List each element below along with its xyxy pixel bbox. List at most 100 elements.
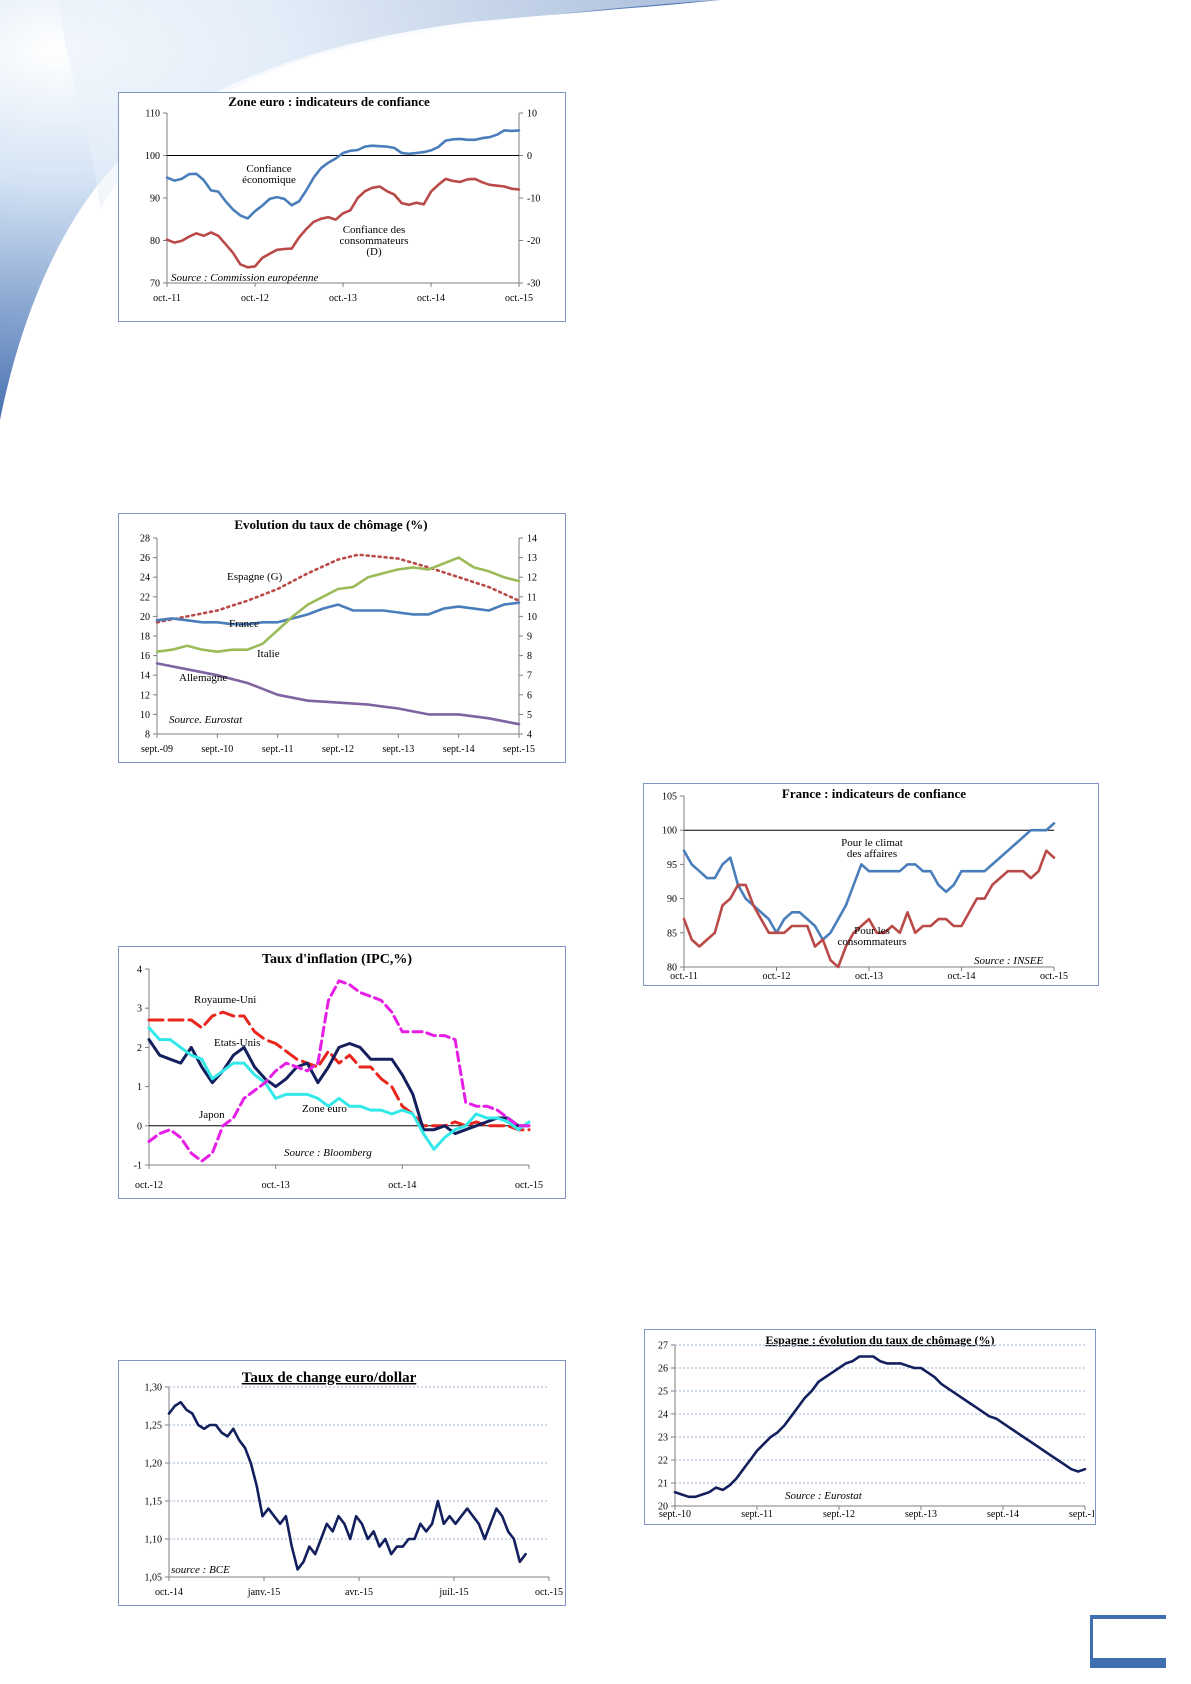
- series-line: [147, 1026, 531, 1151]
- x-tick-label: sept.-09: [141, 744, 173, 755]
- x-tick-label: oct.-15: [505, 293, 533, 304]
- x-tick-label: oct.-14: [388, 1180, 416, 1191]
- x-tick-label: sept.-11: [741, 1509, 773, 1520]
- y-tick-label-right: -20: [527, 236, 540, 247]
- y-tick-label-right: 0: [527, 151, 532, 162]
- y-tick-label-left: 1: [137, 1082, 142, 1093]
- y-tick-label-left: 100: [145, 151, 160, 162]
- x-tick-label: sept.-14: [443, 744, 475, 755]
- y-tick-label-left: 70: [150, 279, 160, 290]
- x-tick-label: sept.-15: [1069, 1509, 1094, 1520]
- series-annotation: des affaires: [847, 848, 897, 860]
- y-tick-label-left: 12: [140, 690, 150, 701]
- chart-title: Espagne : évolution du taux de chômage (…: [765, 1333, 994, 1347]
- y-tick-label-left: 1,30: [145, 1383, 163, 1394]
- y-tick-label-left: 25: [658, 1387, 668, 1398]
- y-tick-label-left: 0: [137, 1121, 142, 1132]
- x-tick-label: sept.-13: [905, 1509, 937, 1520]
- y-tick-label-left: 22: [658, 1456, 668, 1467]
- series-annotation: (D): [366, 246, 382, 258]
- y-tick-label-left: 26: [658, 1364, 668, 1375]
- y-tick-label-left: 1,10: [145, 1535, 163, 1546]
- chart-taux-change: Taux de change euro/dollar 1,05 1,10 1,15 1,…: [118, 1360, 566, 1606]
- y-tick-label-left: 22: [140, 592, 150, 603]
- series-line: [155, 556, 521, 653]
- x-tick-label: sept.-11: [262, 744, 294, 755]
- series-annotation: Espagne (G): [227, 571, 283, 583]
- x-tick-label: sept.-12: [823, 1509, 855, 1520]
- x-tick-label: oct.-13: [855, 971, 883, 982]
- chart-source: Source : INSEE: [974, 955, 1044, 967]
- x-tick-label: oct.-13: [329, 293, 357, 304]
- x-tick-label: janv.-15: [247, 1587, 280, 1598]
- chart-title: France : indicateurs de confiance: [782, 786, 966, 801]
- y-tick-label-right: 4: [527, 730, 532, 741]
- y-tick-label-right: 14: [527, 534, 537, 545]
- chart-title: Taux de change euro/dollar: [242, 1370, 417, 1386]
- y-tick-label-left: 20: [140, 612, 150, 623]
- x-tick-label: avr.-15: [345, 1587, 373, 1598]
- series-annotation: Japon: [199, 1109, 225, 1121]
- x-tick-label: sept.-14: [987, 1509, 1019, 1520]
- x-tick-label: oct.-14: [417, 293, 445, 304]
- y-tick-label-left: 80: [150, 236, 160, 247]
- series-annotation: Pour les: [854, 925, 890, 937]
- x-tick-label: oct.-12: [762, 971, 790, 982]
- y-tick-label-left: 24: [658, 1410, 668, 1421]
- y-tick-label-left: 105: [662, 792, 677, 803]
- y-tick-label-left: 80: [667, 963, 677, 974]
- y-tick-label-left: 14: [140, 671, 150, 682]
- x-tick-label: oct.-13: [262, 1180, 290, 1191]
- chart-source: Source. Eurostat: [169, 714, 243, 726]
- y-tick-label-left: -1: [134, 1161, 142, 1172]
- chart-source: Source : Eurostat: [785, 1490, 863, 1502]
- series-annotation: Zone euro: [302, 1103, 347, 1115]
- y-tick-label-left: 8: [145, 730, 150, 741]
- y-tick-label-left: 110: [145, 109, 160, 120]
- chart-source: source : BCE: [171, 1564, 230, 1576]
- y-tick-label-left: 1,20: [145, 1459, 163, 1470]
- series-line: [165, 177, 521, 269]
- y-tick-label-right: 12: [527, 573, 537, 584]
- y-tick-label-right: 8: [527, 651, 532, 662]
- chart-zone-euro-confiance: Zone euro : indicateurs de confiance 70 80…: [118, 92, 566, 322]
- series-annotation: Confiance: [246, 163, 291, 175]
- series-line: [147, 979, 531, 1163]
- y-tick-label-left: 21: [658, 1479, 668, 1490]
- y-tick-label-left: 90: [667, 894, 677, 905]
- x-tick-label: oct.-11: [670, 971, 698, 982]
- series-annotation: Royaume-Uni: [194, 994, 256, 1006]
- chart-taux-chomage: Evolution du taux de chômage (%) 8 10 12 14 1…: [118, 513, 566, 763]
- x-tick-label: sept.-12: [322, 744, 354, 755]
- chart-source: Source : Bloomberg: [284, 1147, 372, 1159]
- series-line: [155, 553, 521, 624]
- y-tick-label-left: 100: [662, 826, 677, 837]
- x-tick-label: sept.-10: [659, 1509, 691, 1520]
- y-tick-label-right: 6: [527, 690, 532, 701]
- y-tick-label-left: 24: [140, 573, 150, 584]
- y-tick-label-left: 4: [137, 965, 142, 976]
- series-line: [167, 1400, 527, 1571]
- series-annotation: consommateurs: [339, 235, 408, 247]
- chart-espagne-chomage: Espagne : évolution du taux de chômage (…: [644, 1329, 1096, 1525]
- chart-title: Zone euro : indicateurs de confiance: [228, 94, 430, 109]
- y-tick-label-left: 16: [140, 651, 150, 662]
- x-tick-label: oct.-14: [947, 971, 975, 982]
- y-tick-label-right: -30: [527, 279, 540, 290]
- x-tick-label: oct.-14: [155, 1587, 183, 1598]
- x-tick-label: oct.-11: [153, 293, 181, 304]
- y-tick-label-right: 5: [527, 710, 532, 721]
- series-line: [165, 129, 521, 220]
- series-annotation: France: [229, 618, 259, 630]
- y-tick-label-left: 26: [140, 553, 150, 564]
- x-tick-label: oct.-12: [135, 1180, 163, 1191]
- y-tick-label-left: 2: [137, 1043, 142, 1054]
- y-tick-label-left: 85: [667, 928, 677, 939]
- x-tick-label: oct.-15: [515, 1180, 543, 1191]
- page-number-bar: [1090, 1615, 1166, 1619]
- y-tick-label-left: 10: [140, 710, 150, 721]
- series-annotation: Confiance des: [343, 224, 406, 236]
- series-annotation: Allemagne: [179, 672, 227, 684]
- x-tick-label: sept.-15: [503, 744, 535, 755]
- x-tick-label: oct.-12: [241, 293, 269, 304]
